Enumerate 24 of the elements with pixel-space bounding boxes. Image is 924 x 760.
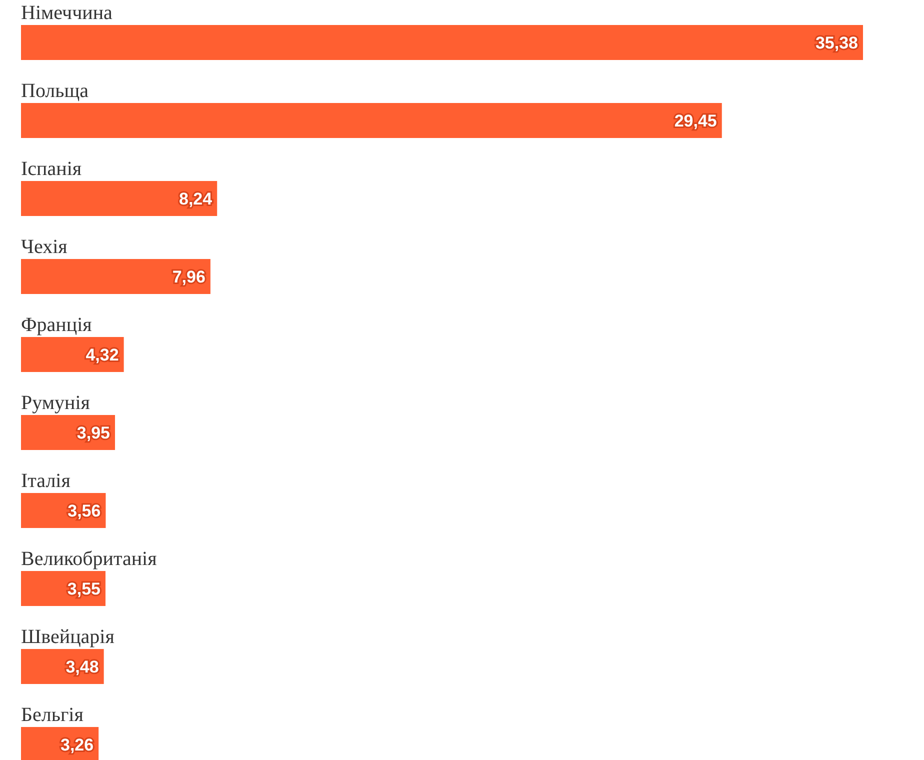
bar: [21, 103, 722, 138]
y-tick-label: Великобританія: [21, 548, 157, 570]
data-label: 3,95: [76, 423, 110, 442]
bar: [21, 25, 863, 60]
y-tick-label: Румунія: [21, 392, 90, 414]
bar: [21, 259, 210, 294]
data-label: 3,56: [68, 501, 101, 520]
y-tick-label: Франція: [21, 314, 92, 336]
y-tick-label: Польща: [21, 80, 89, 102]
y-tick-label: Чехія: [21, 236, 68, 258]
y-tick-label: Бельгія: [21, 704, 84, 726]
data-label: 7,96: [172, 267, 206, 286]
y-tick-label: Італія: [21, 470, 70, 492]
data-label: 3,48: [66, 657, 99, 676]
data-label: 35,38: [815, 33, 858, 52]
y-tick-label: Швейцарія: [21, 626, 114, 648]
data-label: 8,24: [179, 189, 213, 208]
bar: [21, 181, 218, 216]
y-tick-label: Іспанія: [21, 158, 82, 180]
data-label: 4,32: [86, 345, 119, 364]
y-tick-label: Німеччина: [21, 2, 113, 24]
data-label: 29,45: [674, 111, 717, 130]
data-label: 3,55: [67, 579, 100, 598]
data-label: 3,26: [60, 735, 94, 754]
